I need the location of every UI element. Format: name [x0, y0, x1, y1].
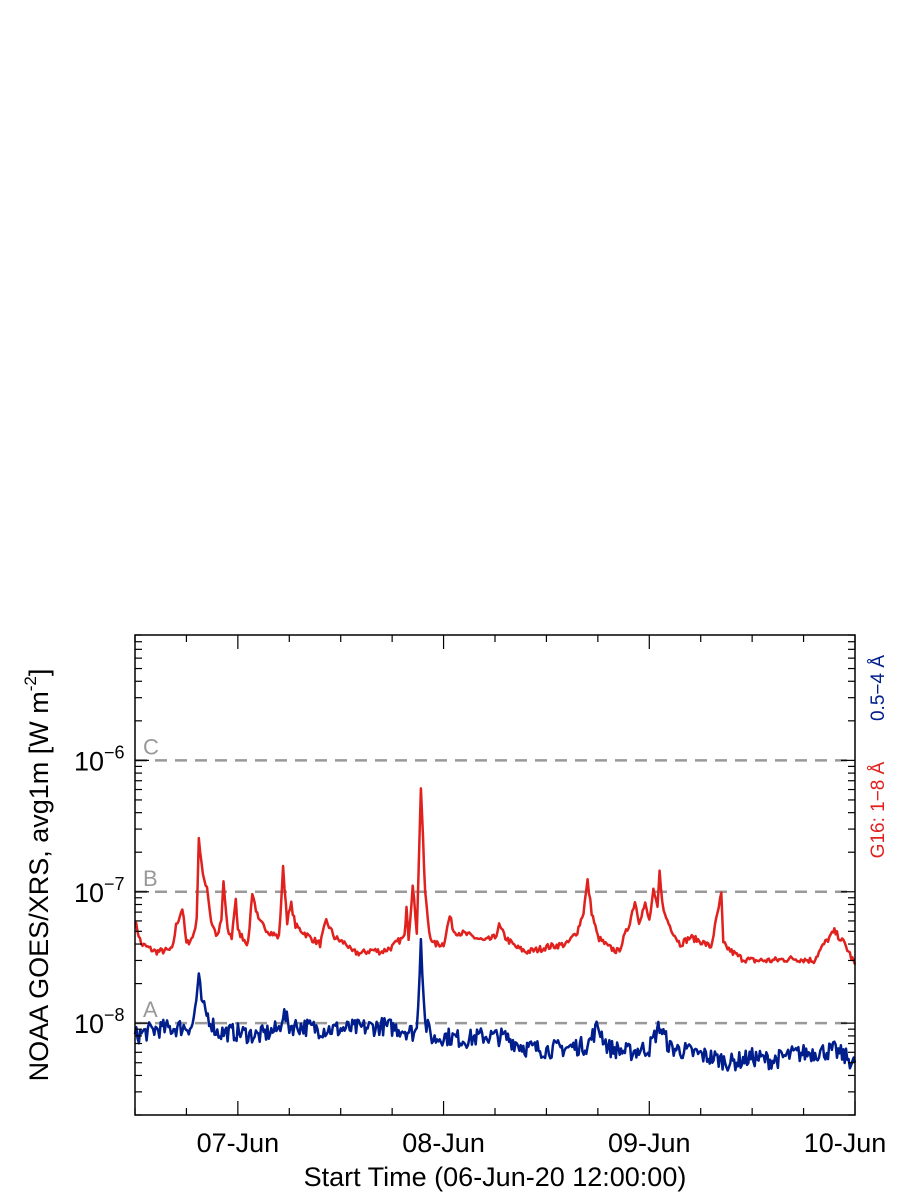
x-tick-label: 09-Jun	[608, 1128, 691, 1158]
class-label-c: C	[143, 734, 159, 759]
x-axis-ticks: 07-Jun 08-Jun 09-Jun 10-Jun	[134, 635, 887, 1158]
class-label-a: A	[143, 997, 158, 1022]
x-tick-label: 07-Jun	[197, 1128, 280, 1158]
class-label-b: B	[143, 866, 158, 891]
y-tick-label: 10−8	[74, 1005, 125, 1039]
flare-class-lines: A B C	[135, 734, 855, 1025]
y-tick-label: 10−7	[74, 874, 125, 908]
x-tick-label: 10-Jun	[804, 1128, 887, 1158]
y-axis-title: NOAA GOES/XRS, avg1m [W m-2]	[21, 669, 54, 1082]
plot-frame	[134, 634, 856, 1116]
series-group	[133, 787, 857, 1072]
x-tick-label: 08-Jun	[402, 1128, 485, 1158]
x-axis-title: Start Time (06-Jun-20 12:00:00)	[304, 1162, 687, 1192]
legend-entry-blue: 0.5−4 Å	[868, 655, 889, 721]
series-line-05-4A	[133, 937, 857, 1072]
y-tick-label: 10−6	[74, 742, 125, 776]
legend-entry-red: G16: 1−8 Å	[868, 761, 889, 858]
y-axis-ticks: 10−8 10−7 10−6	[74, 634, 855, 1116]
series-line-1-8A	[134, 787, 857, 965]
